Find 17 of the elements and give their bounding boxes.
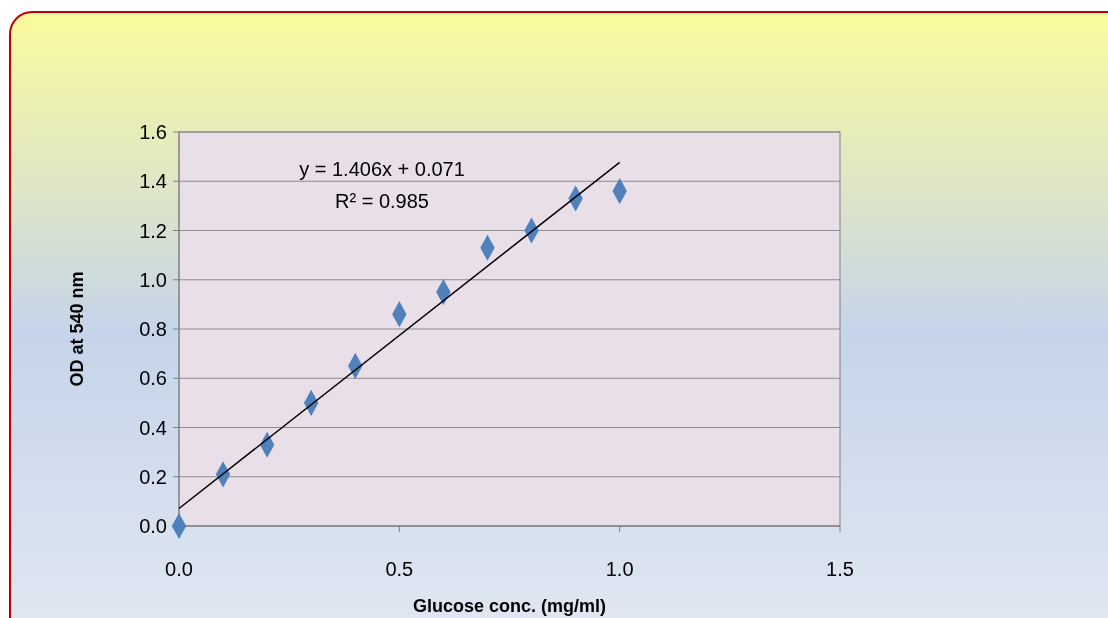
y-tick-label: 0.2 bbox=[139, 465, 167, 488]
y-tick-label: 1.4 bbox=[139, 170, 167, 193]
y-tick-label: 1.6 bbox=[139, 121, 167, 143]
x-axis-title: Glucose conc. (mg/ml) bbox=[412, 596, 607, 616]
y-axis-title: OD at 540 nm bbox=[67, 271, 87, 387]
annotation: R² = 0.985 bbox=[335, 190, 429, 212]
y-tick-label: 0.8 bbox=[139, 318, 167, 340]
y-tick-label: 0.4 bbox=[139, 416, 167, 439]
x-tick-label: 1.0 bbox=[605, 558, 634, 580]
x-tick-label: 0.5 bbox=[385, 558, 414, 580]
y-tick-label: 0.0 bbox=[139, 515, 167, 537]
y-tick-label: 1.0 bbox=[139, 268, 167, 291]
x-tick-label: 1.5 bbox=[826, 558, 854, 580]
y-tick-label: 0.6 bbox=[139, 367, 167, 390]
x-tick-label: 0.0 bbox=[165, 558, 193, 580]
annotation: y = 1.406x + 0.071 bbox=[299, 158, 465, 180]
y-tick-label: 1.2 bbox=[139, 219, 167, 242]
